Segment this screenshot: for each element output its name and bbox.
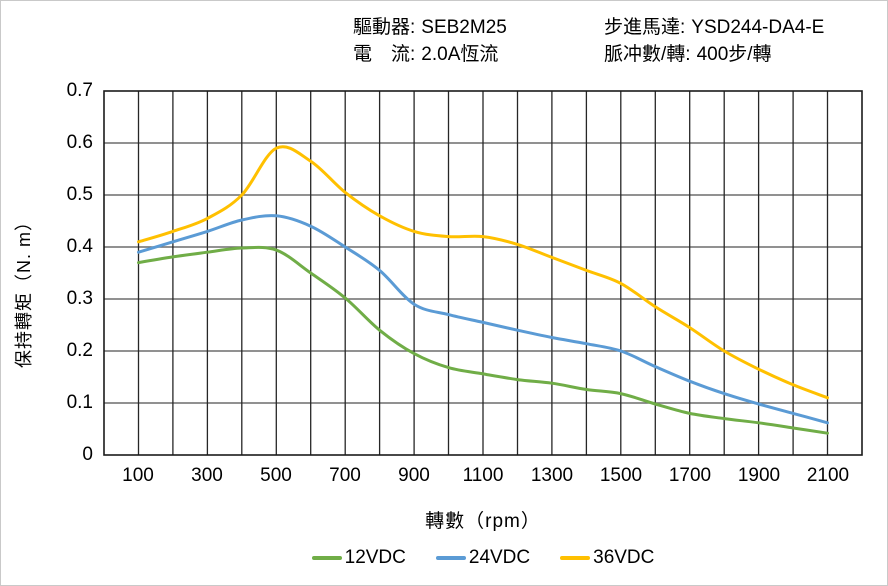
legend-swatch-36vdc: [560, 556, 591, 560]
x-tick-label: 2100: [806, 465, 850, 486]
legend-label: 24VDC: [468, 547, 531, 568]
y-tick-label: 0.2: [66, 340, 93, 361]
motor-label: 步進馬達:: [604, 17, 686, 38]
legend-swatch-12vdc: [311, 556, 342, 560]
plot-border: [103, 90, 863, 456]
x-tick-label: 100: [122, 465, 154, 486]
current-value: 2.0A恆流: [421, 44, 499, 65]
current-label: 電 流:: [353, 44, 416, 65]
legend-item-12vdc: 12VDC: [311, 547, 406, 569]
legend: 12VDC 24VDC 36VDC: [104, 547, 862, 569]
driver-value: SEB2M25: [421, 17, 507, 38]
header-driver: 驅動器: SEB2M25: [353, 16, 507, 40]
y-tick-label: 0.6: [66, 132, 93, 153]
x-axis-title: 轉數（rpm）: [425, 511, 541, 532]
pulses-value: 400步/轉: [696, 44, 772, 65]
curve-36vdc: [137, 145, 829, 400]
x-tick-label: 1900: [737, 465, 781, 486]
y-tick-label: 0.1: [66, 392, 93, 413]
y-tick-label: 0.4: [66, 236, 93, 257]
header-current: 電 流: 2.0A恆流: [353, 43, 498, 67]
x-tick-label: 1100: [462, 465, 504, 486]
x-tick-label: 1300: [530, 465, 574, 486]
y-tick-label: 0.5: [66, 184, 93, 205]
header-pulses: 脈冲數/轉: 400步/轉: [604, 43, 772, 67]
y-tick-label: 0: [82, 444, 93, 465]
x-tick-label: 1700: [668, 465, 712, 486]
x-tick-label: 500: [260, 465, 292, 486]
driver-label: 驅動器:: [353, 17, 416, 38]
motor-value: YSD244-DA4-E: [691, 17, 825, 38]
curve-12vdc: [137, 245, 829, 435]
y-tick-label: 0.3: [66, 288, 93, 309]
legend-item-24vdc: 24VDC: [435, 547, 531, 569]
x-tick-label: 900: [398, 465, 430, 486]
legend-item-36vdc: 36VDC: [560, 547, 654, 569]
legend-label: 36VDC: [593, 547, 655, 568]
legend-swatch-24vdc: [435, 556, 466, 560]
x-tick-label: 700: [329, 465, 361, 486]
x-tick-label: 300: [191, 465, 223, 486]
header-motor: 步進馬達: YSD244-DA4-E: [604, 16, 824, 40]
curve-24vdc: [137, 214, 829, 425]
y-tick-label: 0.7: [66, 80, 93, 101]
x-tick-label: 1500: [599, 465, 643, 486]
legend-label: 12VDC: [344, 547, 406, 568]
pulses-label: 脈冲數/轉:: [604, 44, 691, 65]
